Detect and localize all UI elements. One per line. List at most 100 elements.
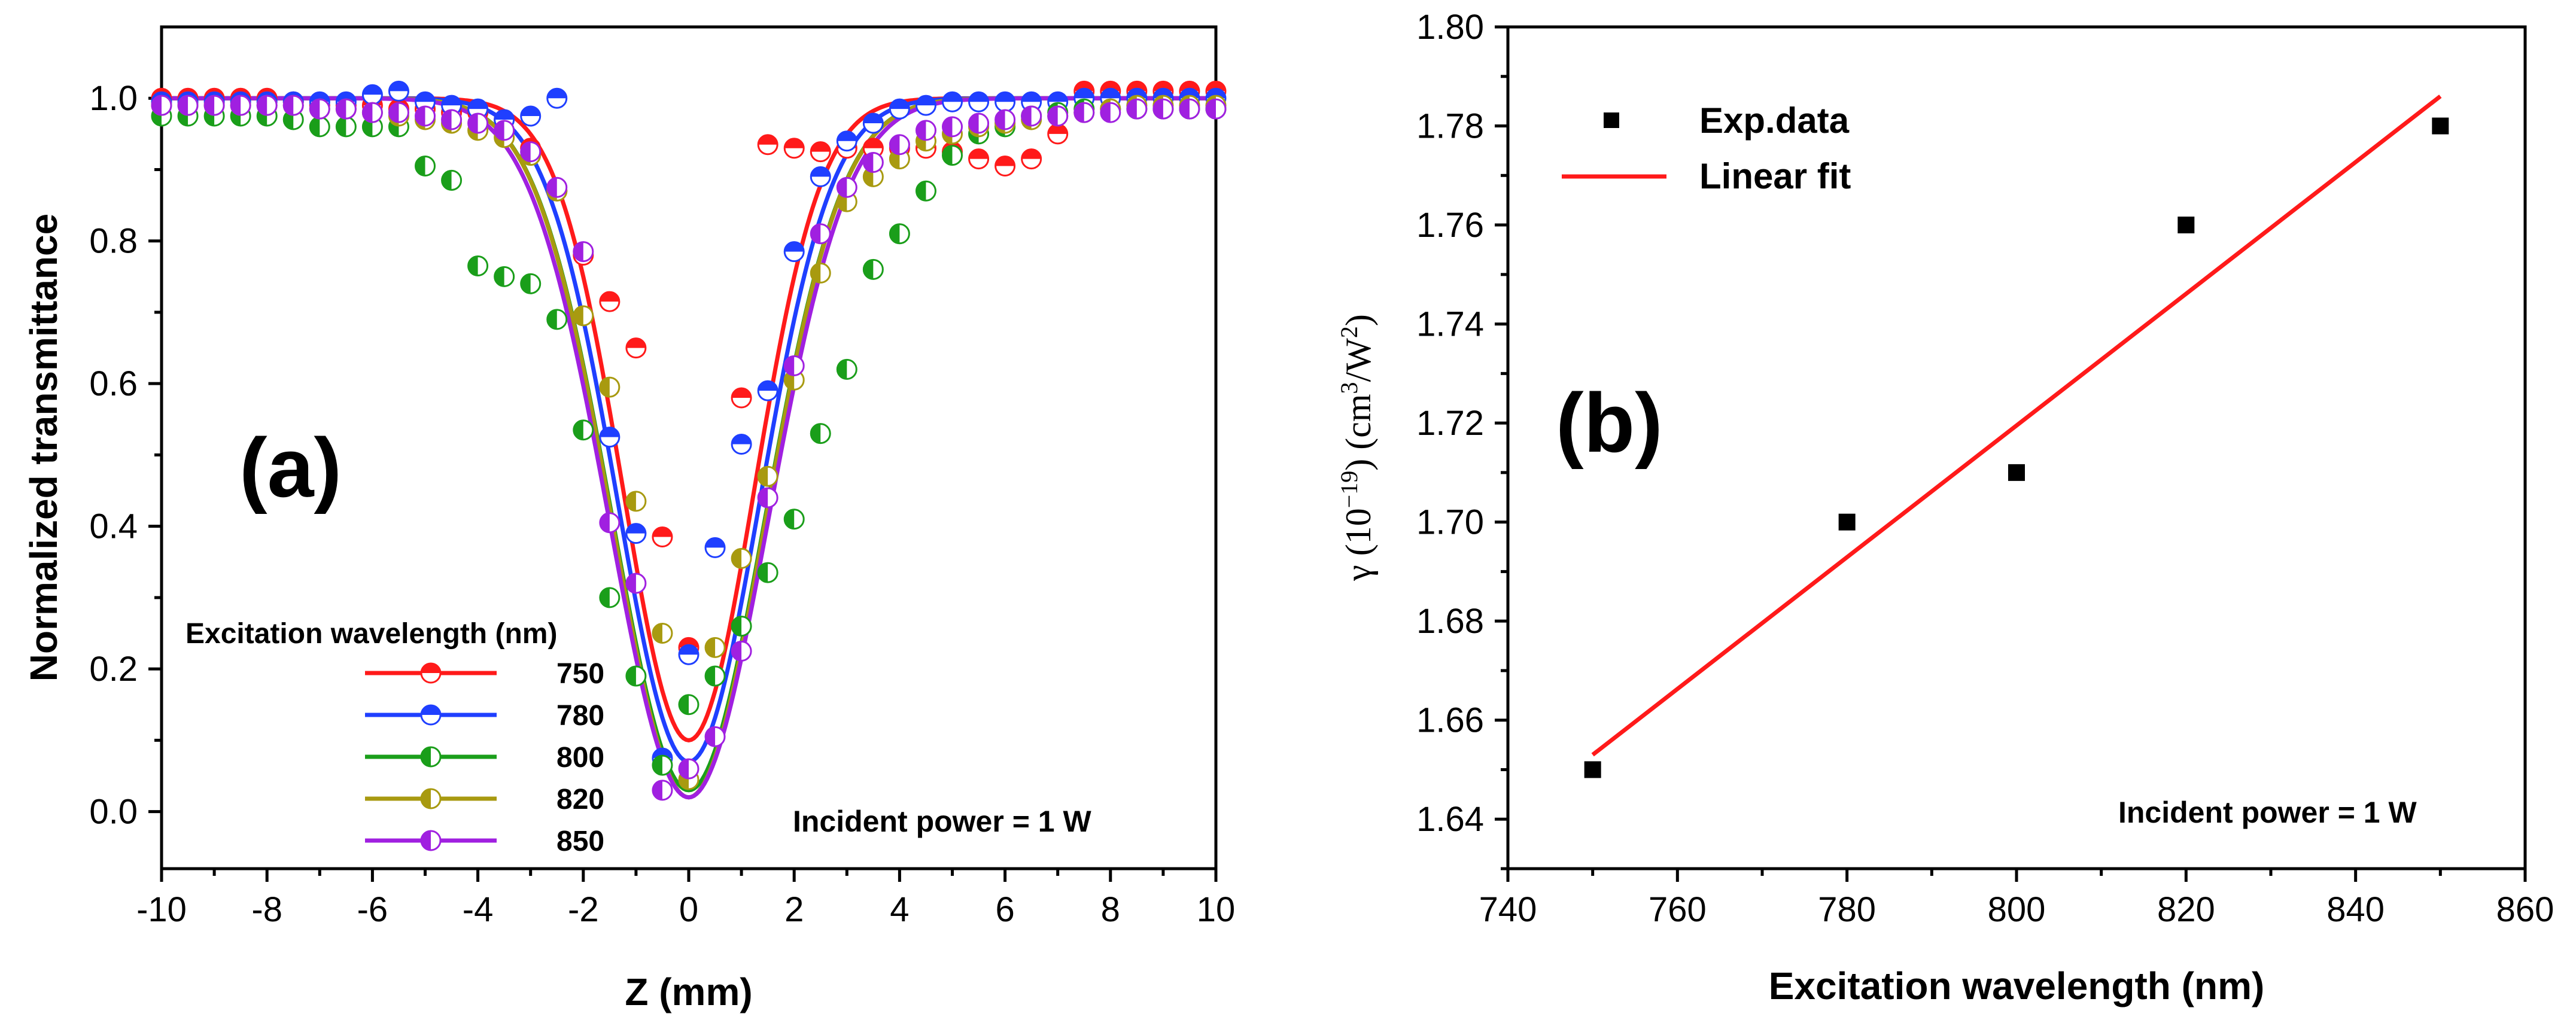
data-point-780 [731, 434, 752, 455]
data-point-800 [704, 665, 726, 687]
data-point-850 [309, 98, 330, 120]
data-point-800 [810, 423, 831, 445]
data-point-850 [810, 223, 831, 245]
data-point-800 [836, 358, 857, 380]
legend-marker-780 [420, 704, 442, 726]
y-axis-title-b: γ (10−19) (cm3/W2) [1336, 314, 1378, 582]
y-tick-label-a: 0.0 [89, 793, 138, 832]
data-point-800 [625, 665, 647, 687]
x-tick-label-b: 820 [2157, 890, 2215, 929]
panel-b: 740 760 780 800 820 840 860 1.64 1.66 1.68 1.70 1.7… [1336, 8, 2554, 1007]
data-point-800 [599, 587, 621, 608]
y-tick-label-b: 1.78 [1416, 107, 1484, 146]
legend-marker-850 [420, 830, 442, 851]
data-point-750 [1047, 123, 1069, 145]
data-point-800 [678, 694, 699, 716]
y-tick-label-a: 1.0 [89, 79, 138, 118]
data-point-850 [1100, 102, 1121, 123]
data-point-850 [494, 120, 515, 141]
legend-label-780: 780 [556, 700, 604, 732]
data-point-800 [467, 255, 489, 276]
x-tick-label-a: -6 [357, 890, 388, 929]
legend-marker-750 [420, 662, 442, 684]
data-point-850 [282, 95, 304, 116]
data-point-800 [573, 419, 594, 441]
data-point-850 [783, 355, 805, 376]
exp-data-point [1838, 513, 1856, 531]
data-point-780 [1021, 91, 1042, 112]
data-series-b [1584, 95, 2449, 778]
data-point-850 [731, 640, 752, 662]
legend-label-800: 800 [556, 742, 604, 774]
data-point-780 [836, 130, 857, 152]
annotation-b: Incident power = 1 W [2118, 796, 2417, 829]
data-point-750 [810, 141, 831, 163]
data-point-850 [546, 176, 568, 198]
data-point-820 [810, 262, 831, 284]
data-point-850 [361, 102, 383, 123]
y-tick-label-b: 1.72 [1416, 404, 1484, 443]
data-point-850 [625, 573, 647, 594]
x-tick-label-a: -2 [568, 890, 599, 929]
data-point-850 [335, 98, 357, 120]
data-point-850 [994, 109, 1016, 130]
exp-data-point [2177, 217, 2195, 234]
data-point-820 [573, 305, 594, 327]
x-tick-label-a: -4 [463, 890, 494, 929]
x-tick-label-a: 8 [1101, 890, 1120, 929]
data-points-a [151, 80, 1227, 801]
axis-ticks-a: -10 -8 -6 -4 -2 0 2 4 6 8 10 0.0 0.2 0.4 0.6 0.8 1.0 [89, 79, 1235, 929]
data-point-800 [494, 266, 515, 287]
data-point-750 [1021, 148, 1042, 170]
data-point-800 [862, 258, 884, 280]
annotation-a: Incident power = 1 W [793, 805, 1091, 838]
data-point-850 [599, 512, 621, 534]
panel-a: -10 -8 -6 -4 -2 0 2 4 6 8 10 0.0 0.2 0.4 0.6 0.8 1.0 Z (… [22, 25, 1235, 1013]
data-point-780 [678, 644, 699, 665]
data-point-820 [783, 369, 805, 391]
data-point-800 [889, 223, 910, 245]
data-point-750 [652, 526, 673, 548]
x-tick-label-b: 860 [2496, 890, 2554, 929]
exp-data-point [2432, 117, 2449, 135]
data-point-750 [783, 138, 805, 159]
data-point-750 [599, 291, 621, 312]
x-tick-label-a: 6 [995, 890, 1014, 929]
data-point-850 [441, 109, 463, 130]
panel-label-b: (b) [1556, 376, 1663, 470]
y-tick-label-b: 1.76 [1416, 206, 1484, 245]
data-point-850 [915, 120, 936, 141]
data-point-780 [546, 87, 568, 109]
data-point-780 [704, 537, 726, 558]
data-point-800 [652, 754, 673, 776]
y-tick-label-b: 1.80 [1416, 8, 1484, 47]
data-point-780 [625, 523, 647, 544]
data-point-850 [757, 487, 778, 509]
data-point-800 [415, 156, 436, 177]
data-point-780 [862, 112, 884, 134]
data-point-800 [731, 616, 752, 637]
data-point-750 [968, 148, 990, 170]
legend-a: Excitation wavelength (nm) 750 780 800 820 8… [185, 618, 604, 857]
data-point-780 [968, 91, 990, 112]
legend-label-850: 850 [556, 826, 604, 857]
data-point-780 [889, 98, 910, 120]
data-point-850 [968, 112, 990, 134]
legend-exp-marker [1604, 112, 1619, 128]
axis-ticks-b: 740 760 780 800 820 840 860 1.64 1.66 1.68 1.70 1.7… [1416, 8, 2554, 929]
data-point-800 [520, 273, 542, 294]
data-point-820 [889, 148, 910, 170]
x-tick-label-b: 760 [1649, 890, 1707, 929]
x-tick-label-a: 4 [890, 890, 909, 929]
linear-fit-line [1591, 95, 2442, 757]
y-tick-label-b: 1.68 [1416, 602, 1484, 641]
data-point-750 [994, 156, 1016, 177]
data-point-800 [783, 509, 805, 530]
x-tick-label-a: -10 [136, 890, 187, 929]
data-point-800 [309, 116, 330, 138]
data-point-820 [757, 465, 778, 487]
x-tick-label-a: 0 [679, 890, 698, 929]
x-tick-label-b: 800 [1988, 890, 2046, 929]
legend-label-750: 750 [556, 658, 604, 690]
